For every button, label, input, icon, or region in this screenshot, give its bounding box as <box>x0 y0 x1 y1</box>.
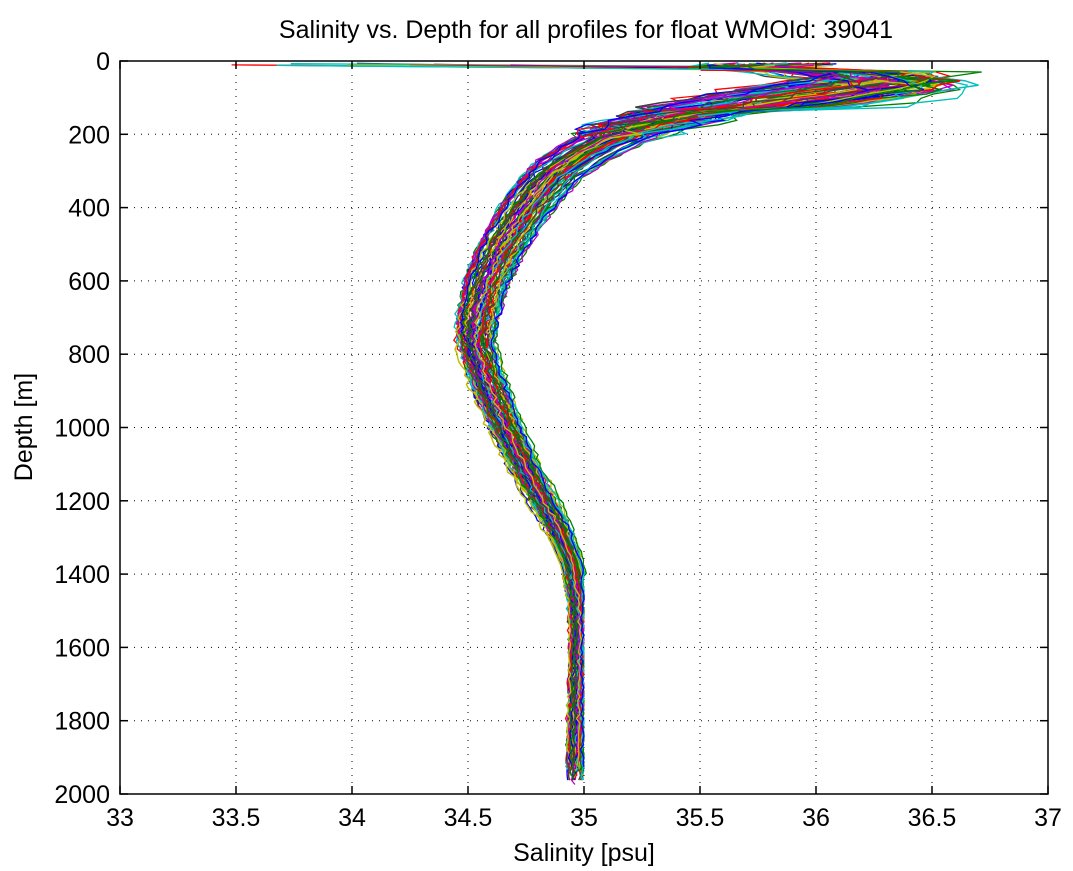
profile-line <box>472 64 933 763</box>
profile-line <box>481 63 854 772</box>
profile-line <box>480 62 874 768</box>
profile-line <box>458 63 903 763</box>
x-tick-label: 36 <box>802 804 830 832</box>
profile-line <box>276 64 979 781</box>
profile-line <box>454 64 925 763</box>
y-tick-label: 600 <box>68 268 110 296</box>
profile-line <box>490 64 924 768</box>
y-tick-label: 1800 <box>54 708 110 736</box>
y-tick-label: 2000 <box>54 781 110 809</box>
y-tick-label: 400 <box>68 195 110 223</box>
y-axis-label: Depth [m] <box>10 373 38 481</box>
profile-line <box>456 63 900 768</box>
profile-line <box>474 62 924 772</box>
y-tick-label: 1000 <box>54 415 110 443</box>
y-tick-label: 200 <box>68 121 110 149</box>
profile-line <box>456 63 911 767</box>
grid-lines <box>120 61 1048 794</box>
x-tick-label: 33 <box>106 804 134 832</box>
profile-line <box>465 64 943 781</box>
profile-line <box>458 63 913 781</box>
chart-title: Salinity vs. Depth for all profiles for … <box>279 16 893 44</box>
y-tick-label: 1400 <box>54 561 110 589</box>
profile-line <box>467 64 853 763</box>
profile-line <box>457 63 891 772</box>
profile-line <box>356 62 870 759</box>
profile-line <box>473 64 936 768</box>
x-tick-label: 34.5 <box>444 804 493 832</box>
profile-line <box>474 63 898 763</box>
profile-line <box>346 64 936 772</box>
profile-line <box>454 64 925 763</box>
profile-line <box>491 62 871 767</box>
y-tick-label: 1600 <box>54 634 110 662</box>
x-tick-label: 34 <box>338 804 366 832</box>
profile-line <box>471 64 842 767</box>
x-tick-label: 33.5 <box>212 804 261 832</box>
profile-lines <box>231 62 982 785</box>
y-tick-label: 800 <box>68 341 110 369</box>
y-tick-label: 0 <box>96 48 110 76</box>
profile-line <box>276 64 979 781</box>
x-axis-label: Salinity [psu] <box>513 839 655 867</box>
x-tick-label: 37 <box>1034 804 1062 832</box>
x-tick-label: 35.5 <box>676 804 725 832</box>
y-tick-label: 1200 <box>54 488 110 516</box>
y-axis-ticks: 0 200 400 600 800 1000 1200 1400 1600 1800 2000 <box>54 48 1048 809</box>
profile-line <box>467 62 830 763</box>
profile-line <box>467 62 830 763</box>
profile-line <box>456 63 911 767</box>
profile-line <box>476 62 910 781</box>
profile-line <box>474 63 898 763</box>
profile-line <box>464 63 850 768</box>
profile-line <box>481 63 854 772</box>
profile-line <box>290 63 969 781</box>
profile-line <box>465 64 943 781</box>
x-axis-ticks: 33 33.5 34 34.5 35 35.5 36 36.5 37 <box>106 61 1062 832</box>
x-tick-label: 36.5 <box>908 804 957 832</box>
profile-line <box>459 64 957 776</box>
profile-line <box>322 65 873 768</box>
x-tick-label: 35 <box>570 804 598 832</box>
profile-line <box>481 63 856 772</box>
